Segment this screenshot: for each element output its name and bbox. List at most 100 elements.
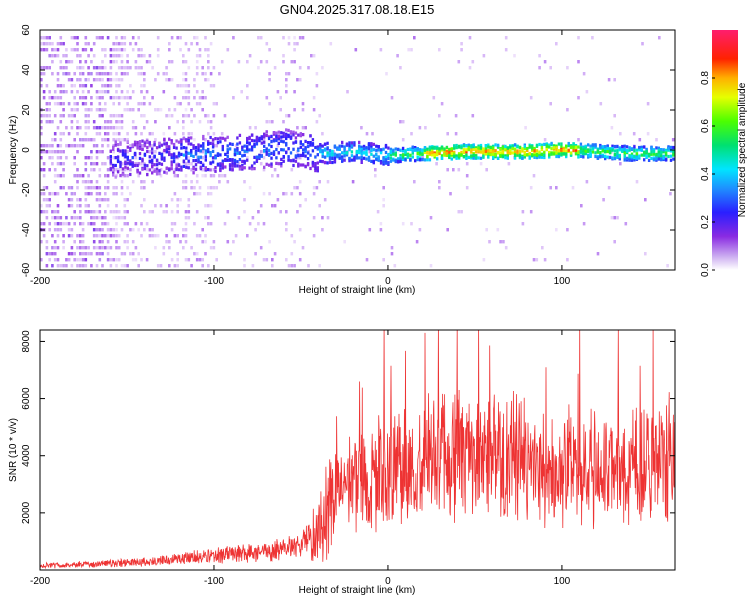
spectrogram-cell <box>59 66 63 70</box>
spectrogram-cell <box>45 246 49 250</box>
spectrogram-cell <box>302 151 305 156</box>
spectrogram-cell <box>112 186 115 190</box>
spectrogram-cell <box>248 141 251 145</box>
spectrogram-cell <box>81 66 85 70</box>
spectrogram-cell <box>138 152 142 156</box>
spectrogram-cell <box>53 216 57 220</box>
spectrogram-cell <box>187 84 191 88</box>
spectrogram-cell <box>301 246 305 250</box>
spectrogram-cell <box>202 134 205 139</box>
spectrogram-cell <box>477 156 480 160</box>
spectrogram-cell <box>140 114 143 118</box>
spectrogram-cell <box>319 150 322 154</box>
spectrogram-cell <box>316 145 319 149</box>
spectrogram-cell <box>496 150 500 155</box>
spectrogram-cell <box>117 66 121 70</box>
spectrogram-cell <box>62 270 65 273</box>
spectrogram-cell <box>104 48 107 52</box>
spectrogram-cell <box>566 66 569 70</box>
spectrogram-cell <box>184 162 188 166</box>
spectrogram-cell <box>106 222 110 226</box>
spectrogram-cell <box>84 126 88 130</box>
spectrogram-cell <box>287 155 290 159</box>
spectrogram-cell <box>290 192 294 196</box>
spectrogram-cell <box>215 186 218 190</box>
spectrogram-cell <box>616 154 619 159</box>
spectrogram-cell <box>282 134 285 138</box>
spectrogram-cell <box>248 186 252 190</box>
spectrogram-cell <box>375 157 378 162</box>
spectrogram-cell <box>633 145 636 149</box>
spectrogram-cell <box>468 66 472 70</box>
spectrogram-cell <box>165 204 168 208</box>
spectrogram-cell <box>199 149 203 153</box>
spectrogram-cell <box>385 72 388 76</box>
spectrogram-cell <box>131 161 134 165</box>
spectrogram-cell <box>221 166 224 170</box>
spectrogram-cell <box>231 142 234 146</box>
spectrogram-cell <box>92 210 96 214</box>
spectrogram-cell <box>73 114 76 118</box>
spectrogram-cell <box>160 153 164 157</box>
spectrogram-cell <box>513 156 517 160</box>
spectrogram-cell <box>154 234 157 238</box>
spectrogram-cell <box>48 96 51 100</box>
spectrogram-cell <box>584 149 587 153</box>
spectrogram-cell <box>219 136 222 140</box>
spectrogram-cell <box>404 152 407 156</box>
spectrogram-cell <box>59 84 63 88</box>
spectrogram-cell <box>236 164 239 168</box>
spectrogram-cell <box>140 222 143 226</box>
spectrogram-cell <box>410 48 413 52</box>
spectrogram-cell <box>479 162 483 166</box>
spectrogram-cell <box>548 153 551 157</box>
spectrogram-cell <box>126 240 129 244</box>
spectrogram-cell <box>195 174 199 178</box>
spectrogram-cell <box>307 264 310 268</box>
spectrogram-cell <box>79 54 82 58</box>
spectrogram-cell <box>323 142 327 146</box>
spectrogram-cell <box>216 162 220 166</box>
spectrogram-cell <box>126 108 129 112</box>
spectrogram-cell <box>140 162 143 166</box>
spectrogram-cell <box>79 138 82 142</box>
spectrogram-cell <box>65 156 68 160</box>
spectrogram-cell <box>81 222 85 226</box>
spectrogram-cell <box>293 108 296 112</box>
spectrogram-cell <box>70 36 74 40</box>
spectrogram-cell <box>526 148 529 153</box>
spectrogram-cell <box>440 102 444 106</box>
spectrogram-cell <box>265 60 269 64</box>
spectrogram-cell <box>304 147 307 152</box>
spectrogram-cell <box>436 146 439 150</box>
spectrogram-cell <box>56 150 60 154</box>
spectrogram-cell <box>79 222 82 226</box>
spectrogram-cell <box>112 78 115 82</box>
spectrogram-cell <box>42 192 46 196</box>
spectrogram-cell <box>148 141 151 145</box>
spectrogram-cell <box>175 155 178 159</box>
spectrogram-cell <box>596 149 600 153</box>
spectrogram-cell <box>585 180 589 184</box>
spectrogram-cell <box>137 108 140 112</box>
spectrogram-cell <box>67 102 71 106</box>
spectrogram-cell <box>489 145 492 150</box>
spectrogram-cell <box>236 160 239 164</box>
spectrogram-cell <box>145 222 149 226</box>
spectrogram-cell <box>591 150 595 154</box>
spectrogram-cell <box>170 222 174 226</box>
spectrogram-cell <box>92 168 96 172</box>
spectrogram-cell <box>56 234 60 238</box>
spectrogram-cell <box>306 144 310 148</box>
spectrogram-cell <box>315 84 319 88</box>
spectrogram-cell <box>438 149 441 153</box>
spectrogram-cell <box>552 146 556 150</box>
spectrogram-cell <box>170 139 173 143</box>
spectrogram-cell <box>172 156 176 160</box>
spectrogram-cell <box>251 216 255 220</box>
spectrogram-cell <box>506 156 509 160</box>
spectrogram-cell <box>528 151 531 156</box>
spectrogram-cell <box>267 148 271 152</box>
spectrogram-cell <box>523 152 526 157</box>
spectrogram-cell <box>140 102 143 106</box>
